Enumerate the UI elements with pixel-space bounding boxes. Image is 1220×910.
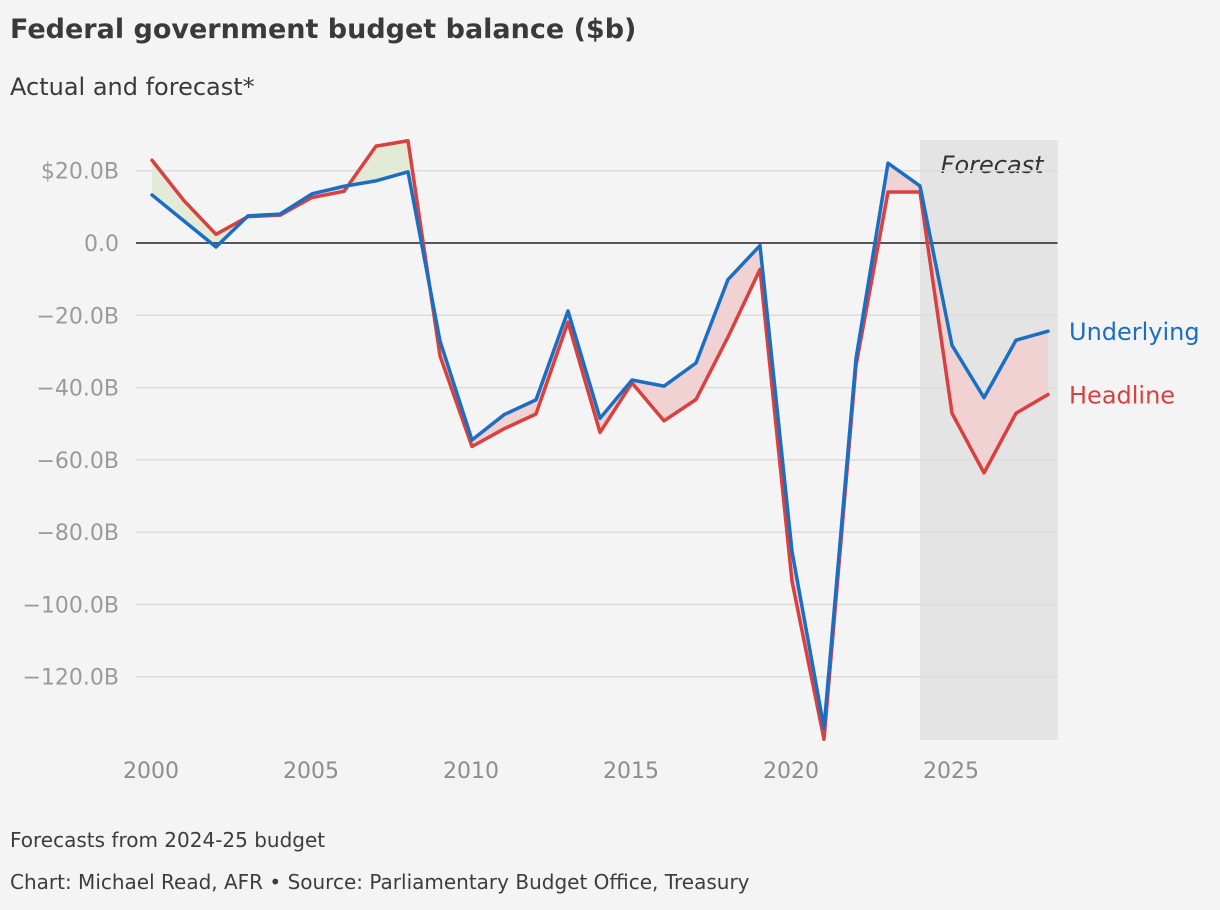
forecast-region: Forecast bbox=[920, 140, 1058, 740]
y-tick-label: 0.0 bbox=[84, 232, 119, 257]
difference-area bbox=[664, 363, 696, 421]
y-axis-ticks: $20.0B 0.0 −20.0B −40.0B −60.0B −80.0B −100.0B… bbox=[22, 160, 119, 691]
y-tick-label: −100.0B bbox=[22, 593, 119, 618]
x-tick-label: 2010 bbox=[443, 759, 499, 784]
x-tick-label: 2020 bbox=[763, 759, 819, 784]
footnote: Forecasts from 2024-25 budget bbox=[10, 828, 326, 852]
underlying-line bbox=[150, 161, 1050, 730]
gridlines bbox=[136, 169, 1058, 678]
difference-area bbox=[952, 345, 984, 473]
difference-area bbox=[184, 200, 216, 247]
difference-area bbox=[152, 160, 184, 221]
x-tick-label: 2005 bbox=[283, 759, 339, 784]
series-labels: Underlying Headline bbox=[1069, 318, 1200, 409]
source-credit: Chart: Michael Read, AFR • Source: Parli… bbox=[10, 870, 750, 894]
x-tick-label: 2015 bbox=[603, 759, 659, 784]
headline-label: Headline bbox=[1069, 381, 1175, 409]
chart-title: Federal government budget balance ($b) bbox=[10, 14, 637, 45]
difference-area bbox=[984, 340, 1016, 473]
x-tick-label: 2025 bbox=[923, 759, 979, 784]
difference-area bbox=[728, 245, 760, 337]
y-tick-label: −40.0B bbox=[36, 377, 119, 402]
y-tick-label: −60.0B bbox=[36, 449, 119, 474]
y-tick-label: −80.0B bbox=[36, 521, 119, 546]
x-axis-ticks: 2000 2005 2010 2015 2020 2025 bbox=[123, 759, 979, 784]
series-lines bbox=[150, 138, 1050, 742]
forecast-label: Forecast bbox=[941, 151, 1046, 179]
difference-area bbox=[376, 140, 408, 181]
chart-subtitle: Actual and forecast* bbox=[10, 73, 255, 101]
y-tick-label: $20.0B bbox=[41, 160, 119, 185]
difference-area bbox=[504, 399, 536, 429]
difference-fill bbox=[152, 140, 1048, 740]
difference-area bbox=[696, 279, 728, 400]
y-tick-label: −20.0B bbox=[36, 304, 119, 329]
difference-area bbox=[1016, 331, 1048, 414]
underlying-label: Underlying bbox=[1069, 318, 1200, 346]
headline-line bbox=[150, 138, 1050, 742]
x-tick-label: 2000 bbox=[123, 759, 179, 784]
y-tick-label: −120.0B bbox=[22, 666, 119, 691]
